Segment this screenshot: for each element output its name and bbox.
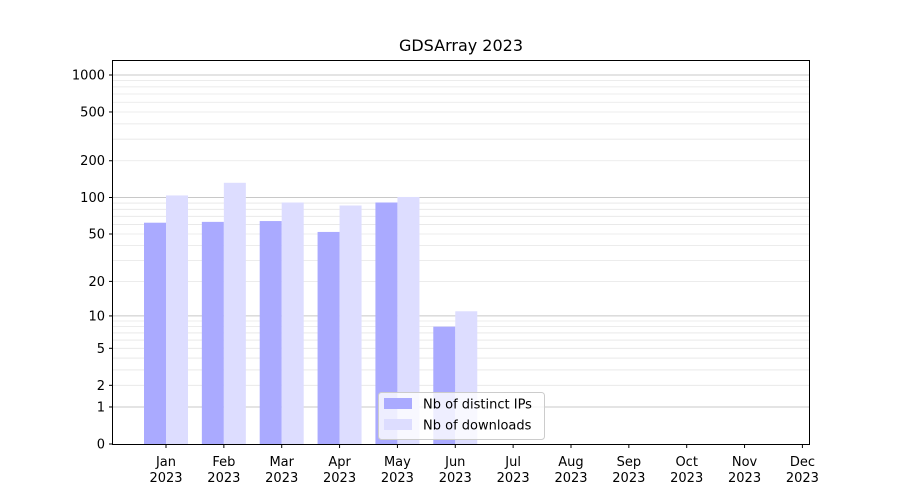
y-tick-label: 500	[80, 105, 105, 120]
legend-swatch	[384, 398, 412, 409]
x-tick-label-year: 2023	[554, 471, 587, 486]
legend: Nb of distinct IPs Nb of downloads	[378, 392, 545, 440]
x-tick-label-year: 2023	[207, 471, 240, 486]
x-tick-label-month: Feb	[212, 455, 235, 470]
chart-title: GDSArray 2023	[399, 36, 523, 55]
y-tick-label: 0	[97, 438, 105, 453]
x-tick-label-month: Jun	[444, 455, 465, 470]
x-tick-label-month: Sep	[617, 455, 642, 470]
y-tick-label: 20	[88, 275, 105, 290]
x-tick-label-month: Jan	[155, 455, 176, 470]
y-tick-label: 5	[97, 342, 105, 357]
y-tick-label: 2	[97, 379, 105, 394]
bar-downloads	[339, 205, 362, 444]
x-tick-label-month: Mar	[269, 455, 294, 470]
legend-swatch	[384, 419, 412, 430]
x-tick-label-month: Aug	[558, 455, 583, 470]
x-tick-label-year: 2023	[670, 471, 703, 486]
y-tick-label: 1000	[72, 69, 105, 84]
y-axis: 0 1 2 5 10 20 50 100 200 500 1000	[72, 69, 113, 453]
x-axis: Jan2023Feb2023Mar2023Apr2023May2023Jun20…	[149, 444, 819, 486]
x-tick-label-year: 2023	[149, 471, 182, 486]
legend-label: Nb of distinct IPs	[423, 398, 532, 413]
x-tick-label-month: Apr	[328, 455, 351, 470]
bar-distinct-ips	[144, 222, 166, 444]
bar-downloads	[223, 182, 246, 444]
x-tick-label-month: Jul	[504, 455, 521, 470]
bar-distinct-ips	[375, 202, 398, 444]
x-tick-label-year: 2023	[439, 471, 472, 486]
x-tick-label-month: Nov	[732, 455, 758, 470]
legend-box	[378, 392, 545, 440]
bar-distinct-ips	[317, 231, 340, 444]
x-tick-label-year: 2023	[497, 471, 530, 486]
plot-frame	[112, 60, 810, 445]
x-tick-label-year: 2023	[265, 471, 298, 486]
y-tick-label: 100	[80, 191, 105, 206]
y-tick-label: 50	[88, 227, 105, 242]
y-tick-label: 200	[80, 154, 105, 169]
x-tick-label-year: 2023	[323, 471, 356, 486]
y-tick-label: 10	[88, 309, 105, 324]
bar-distinct-ips	[259, 221, 282, 444]
bar-distinct-ips	[201, 221, 224, 444]
x-tick-label-month: May	[384, 455, 411, 470]
x-tick-label-month: Dec	[790, 455, 815, 470]
x-tick-label-year: 2023	[612, 471, 645, 486]
x-tick-label-year: 2023	[786, 471, 819, 486]
bar-downloads	[281, 202, 304, 444]
x-tick-label-year: 2023	[381, 471, 414, 486]
legend-label: Nb of downloads	[423, 419, 532, 434]
y-tick-label: 1	[97, 400, 105, 415]
bar-downloads	[166, 195, 188, 444]
bar-downloads	[397, 196, 420, 444]
x-tick-label-month: Oct	[675, 455, 697, 470]
x-tick-label-year: 2023	[728, 471, 761, 486]
